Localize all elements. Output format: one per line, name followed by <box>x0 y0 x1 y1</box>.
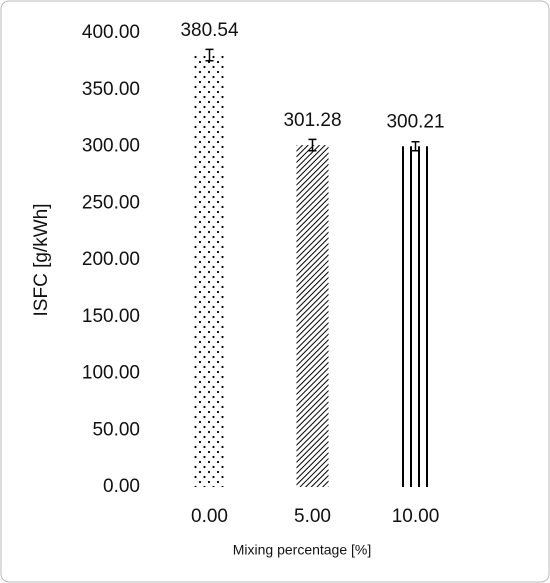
y-tick-label: 150.00 <box>82 306 140 327</box>
x-tick-label: 5.00 <box>294 506 331 527</box>
y-axis-title: ISFC [g/kWh] <box>31 204 52 317</box>
y-tick-label: 200.00 <box>82 249 140 270</box>
x-axis-title: Mixing percentage [%] <box>233 542 372 558</box>
y-tick-label: 350.00 <box>82 79 140 100</box>
y-tick-label: 300.00 <box>82 136 140 157</box>
y-tick-label: 0.00 <box>103 476 140 497</box>
y-tick-label: 250.00 <box>82 192 140 213</box>
y-tick-label: 100.00 <box>82 363 140 384</box>
error-bar <box>308 138 317 152</box>
y-tick-label: 400.00 <box>82 22 140 43</box>
x-tick-label: 10.00 <box>392 506 440 527</box>
bar <box>296 145 329 488</box>
bar <box>399 146 432 487</box>
error-bar <box>205 48 214 62</box>
error-bar <box>411 140 420 152</box>
bar <box>193 55 226 488</box>
value-label: 301.28 <box>283 110 341 131</box>
y-tick-label: 50.00 <box>92 419 140 440</box>
value-label: 380.54 <box>180 20 239 41</box>
value-label: 300.21 <box>386 111 444 132</box>
x-tick-label: 0.00 <box>191 506 228 527</box>
